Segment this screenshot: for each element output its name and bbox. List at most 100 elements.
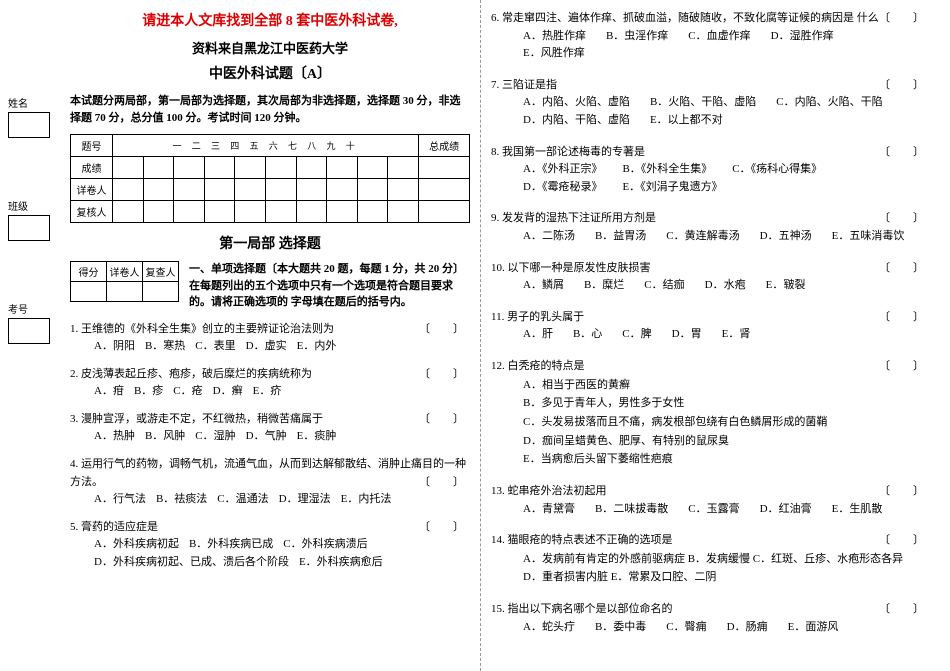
option: B．糜烂 — [584, 277, 624, 295]
option: C．表里 — [195, 338, 235, 356]
option: D．胃 — [672, 326, 702, 344]
name-field: 姓名 — [8, 95, 60, 138]
option: C．结痂 — [644, 277, 684, 295]
class-box — [8, 215, 50, 241]
row-header: 复核人 — [71, 201, 113, 223]
option: E．皲裂 — [766, 277, 806, 295]
option: B．二味拔毒散 — [595, 501, 668, 519]
question-options: A．内陷、火陷、虚陷B．火陷、干陷、虚陷C．内陷、火陷、干陷D．内陷、干陷、虚陷… — [491, 94, 930, 129]
option: E．内外 — [297, 338, 337, 356]
option: E．面游风 — [788, 619, 839, 637]
question-options: A．疳B．疹C．疮D．癣E．疥 — [70, 383, 470, 401]
question-options-multi: A．相当于西医的黄癣B．多见于青年人，男性多于女性C．头发易拔落而且不痛，病发根… — [491, 376, 930, 469]
question: 9. 发发背的湿热下注证所用方剂是〔 〕A．二陈汤 B．益胃汤 C．黄连解毒汤 D．五… — [491, 210, 930, 245]
question-stem: 3. 漫肿宣浮，或游走不定，不红微热，稍微苦痛属于〔 〕 — [70, 411, 470, 429]
question: 3. 漫肿宣浮，或游走不定，不红微热，稍微苦痛属于〔 〕A．热肿B．风肿C．湿肿… — [70, 411, 470, 446]
question-stem: 9. 发发背的湿热下注证所用方剂是〔 〕 — [491, 210, 930, 228]
option: D．癣 — [213, 383, 243, 401]
id-label: 考号 — [8, 301, 60, 316]
class-field: 班级 — [8, 198, 60, 241]
option-line: D．重者损害内脏 E．常累及口腔、二阴 — [491, 568, 930, 587]
side-label-column: 姓名 班级 考号 — [0, 0, 60, 671]
section-1-header-row: 得分 详卷人 复查人 一、单项选择题〔本大题共 20 题，每题 1 分，共 20… — [70, 261, 470, 311]
option: D．五神汤 — [760, 228, 812, 246]
question-options: A．鳞屑 B．糜烂 C．结痂 D．水疱 E．皲裂 — [491, 277, 930, 295]
question: 8. 我国第一部论述梅毒的专著是〔 〕A．《外科正宗》B．《外科全生集》C．《疡… — [491, 144, 930, 197]
question: 10. 以下哪一种是原发性皮肤损害〔 〕A．鳞屑B．糜烂C．结痂D．水疱E．皲裂 — [491, 260, 930, 295]
option: D．红油膏 — [760, 501, 812, 519]
section-1-instruction: 一、单项选择题〔本大题共 20 题，每题 1 分，共 20 分〕在每题列出的五个… — [189, 261, 470, 311]
mini-hdr: 得分 — [71, 262, 107, 282]
option: E．内托法 — [341, 491, 392, 509]
option: C．疮 — [173, 383, 202, 401]
option: A．内陷、火陷、虚陷 — [523, 94, 630, 112]
row-header: 成绩 — [71, 157, 113, 179]
option: B．祛痰法 — [156, 491, 207, 509]
question-options: A．青黛膏B．二味拔毒散C．玉露膏D．红油膏E．生肌散 — [491, 501, 930, 519]
option: B．寒热 — [145, 338, 185, 356]
source-title: 资料来自黑龙江中医药大学 — [70, 38, 470, 57]
option: A．鳞屑 — [523, 277, 564, 295]
option: E．肾 — [722, 326, 751, 344]
total-header: 总成绩 — [419, 135, 470, 157]
question-options: A．外科疾病初起B．外科疾病已成C．外科疾病溃后D．外科疾病初起、已成、溃后各个… — [70, 536, 470, 571]
question: 14. 猫眼疮的特点表述不正确的选项是〔 〕A．发病前有肯定的外感前驱病症 B．… — [491, 532, 930, 587]
question: 2. 皮浅薄表起丘疹、疱疹，破后糜烂的疾病统称为〔 〕A．疳B．疹C．疮D．癣E… — [70, 366, 470, 401]
col-numbers: 一 二 三 四 五 六 七 八 九 十 — [113, 135, 419, 157]
question: 1. 王维德的《外科全生集》创立的主要辨证论治法则为〔 〕A．阴阳B．寒热C．表… — [70, 321, 470, 356]
mini-hdr: 详卷人 — [107, 262, 143, 282]
option: B．益胃汤 — [595, 228, 646, 246]
option: B．外科疾病已成 — [189, 536, 273, 554]
option: E．五味消毒饮 — [832, 228, 905, 246]
question-stem: 5. 膏药的适应症是〔 〕 — [70, 519, 470, 537]
score-table: 题号 一 二 三 四 五 六 七 八 九 十 总成绩 成绩 详卷人 复核人 — [70, 134, 470, 223]
option: A．热肿 — [94, 428, 135, 446]
option: A．青黛膏 — [523, 501, 575, 519]
option: D．水疱 — [705, 277, 746, 295]
option: D．内陷、干陷、虚陷 — [523, 112, 630, 130]
question-options: A．阴阳B．寒热C．表里D．虚实E．内外 — [70, 338, 470, 356]
question-options: A．热肿B．风肿C．湿肿D．气肿E．痰肿 — [70, 428, 470, 446]
option: D．肠痈 — [727, 619, 768, 637]
option: C．黄连解毒汤 — [666, 228, 739, 246]
right-questions: 6. 常走窜四注、遍体作痒、抓破血溢，随破随收，不致化腐等证候的病因是 什么〔 … — [491, 10, 930, 636]
option: A．二陈汤 — [523, 228, 575, 246]
option: E．疥 — [253, 383, 282, 401]
question-stem: 6. 常走窜四注、遍体作痒、抓破血溢，随破随收，不致化腐等证候的病因是 什么〔 … — [491, 10, 930, 28]
question: 4. 运用行气的药物，调畅气机，流通气血，从而到达解郁散结、消肿止痛目的一种方法… — [70, 456, 470, 509]
question-options: A．行气法B．祛痰法C．温通法D．理湿法E．内托法 — [70, 491, 470, 509]
left-column: 请进本人文库找到全部 8 套中医外科试卷, 资料来自黑龙江中医药大学 中医外科试… — [60, 0, 480, 671]
option: E．以上都不对 — [650, 112, 723, 130]
question-options: A．肝 B．心 C．脾 D．胃 E．肾 — [491, 326, 930, 344]
option: C．血虚作痒 — [688, 28, 750, 46]
option: A．蛇头疔 — [523, 619, 575, 637]
question: 11. 男子的乳头属于〔 〕A．肝 B．心 C．脾 D．胃 E．肾 — [491, 309, 930, 344]
option: B．《外科全生集》 — [622, 161, 712, 179]
mini-hdr: 复查人 — [143, 262, 179, 282]
option: A．肝 — [523, 326, 553, 344]
question-stem: 15. 指出以下病名哪个是以部位命名的〔 〕 — [491, 601, 930, 619]
question: 12. 白秃疮的特点是〔 〕A．相当于西医的黄癣B．多见于青年人，男性多于女性C… — [491, 358, 930, 469]
question-options: A．《外科正宗》B．《外科全生集》C．《疡科心得集》D．《霉疮秘录》E．《刘涓子… — [491, 161, 930, 196]
option-line: C．头发易拔落而且不痛，病发根部包绕有白色鳞屑形成的菌鞘 — [491, 413, 930, 432]
question-options: A．二陈汤 B．益胃汤 C．黄连解毒汤 D．五神汤 E．五味消毒饮 — [491, 228, 930, 246]
exam-instruction: 本试题分两局部，第一局部为选择题，其次局部为非选择题，选择题 30 分，非选择题… — [70, 93, 470, 126]
question-stem: 11. 男子的乳头属于〔 〕 — [491, 309, 930, 327]
option: B．心 — [573, 326, 602, 344]
option-line: B．多见于青年人，男性多于女性 — [491, 394, 930, 413]
option: B．火陷、干陷、虚陷 — [650, 94, 756, 112]
option: C．玉露膏 — [688, 501, 739, 519]
option: C．脾 — [622, 326, 651, 344]
option: B．虫淫作痒 — [606, 28, 668, 46]
option: B．委中毒 — [595, 619, 646, 637]
option: D．外科疾病初起、已成、溃后各个阶段 — [94, 554, 289, 572]
question: 7. 三陷证是指〔 〕A．内陷、火陷、虚陷B．火陷、干陷、虚陷C．内陷、火陷、干… — [491, 77, 930, 130]
question: 6. 常走窜四注、遍体作痒、抓破血溢，随破随收，不致化腐等证候的病因是 什么〔 … — [491, 10, 930, 63]
option: B．疹 — [134, 383, 163, 401]
option: E．痰肿 — [297, 428, 337, 446]
question-stem: 4. 运用行气的药物，调畅气机，流通气血，从而到达解郁散结、消肿止痛目的一种方法… — [70, 456, 470, 491]
option: E．风胜作痒 — [523, 45, 585, 63]
exam-title: 中医外科试题〔A〕 — [70, 63, 470, 83]
id-field: 考号 — [8, 301, 60, 344]
option: E．外科疾病愈后 — [299, 554, 383, 572]
